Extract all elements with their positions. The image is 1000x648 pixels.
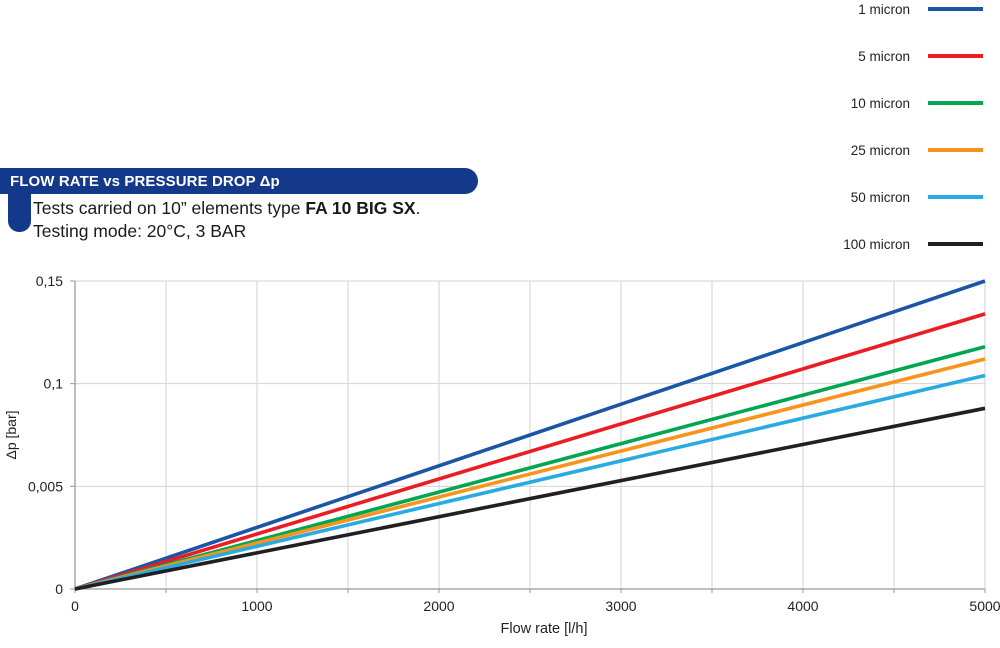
legend-line-swatch bbox=[928, 7, 983, 11]
legend-item-5-micron: 5 micron bbox=[843, 48, 983, 64]
legend-line-swatch bbox=[928, 148, 983, 152]
legend-label: 100 micron bbox=[843, 236, 910, 252]
legend-line-swatch bbox=[928, 195, 983, 199]
y-axis-title: Δp [bar] bbox=[3, 410, 19, 460]
subtitle-line-1: Tests carried on 10” elements type FA 10… bbox=[33, 198, 421, 218]
chart-subtitle: Tests carried on 10” elements type FA 10… bbox=[33, 197, 420, 243]
legend-label: 50 micron bbox=[850, 189, 910, 205]
x-axis-title: Flow rate [l/h] bbox=[500, 621, 588, 637]
legend-label: 1 micron bbox=[858, 1, 910, 17]
x-tick-label: 4000 bbox=[787, 598, 818, 614]
legend-item-100-micron: 100 micron bbox=[843, 236, 983, 252]
legend-line-swatch bbox=[928, 54, 983, 58]
legend-item-10-micron: 10 micron bbox=[843, 95, 983, 111]
series-line-25-micron bbox=[74, 357, 986, 591]
section-title: FLOW RATE vs PRESSURE DROP Δp bbox=[10, 172, 280, 190]
x-tick-label: 0 bbox=[71, 598, 79, 614]
series-line-1-micron bbox=[74, 279, 986, 591]
y-tick-label: 0,1 bbox=[44, 376, 64, 392]
subtitle-line-2: Testing mode: 20°C, 3 BAR bbox=[33, 221, 247, 241]
series-line-5-micron bbox=[74, 312, 986, 591]
x-tick-label: 1000 bbox=[241, 598, 272, 614]
x-tick-label: 5000 bbox=[969, 598, 1000, 614]
legend-label: 5 micron bbox=[858, 48, 910, 64]
legend-label: 10 micron bbox=[850, 95, 910, 111]
element-type-name: FA 10 BIG SX bbox=[305, 198, 416, 218]
legend-item-1-micron: 1 micron bbox=[843, 1, 983, 17]
y-tick-label: 0,15 bbox=[36, 273, 63, 289]
chart-legend: 1 micron 5 micron 10 micron 25 micron 50… bbox=[843, 1, 983, 252]
legend-item-25-micron: 25 micron bbox=[843, 142, 983, 158]
series-line-10-micron bbox=[74, 344, 986, 591]
series-line-100-micron bbox=[74, 406, 986, 591]
x-tick-label: 2000 bbox=[423, 598, 454, 614]
legend-item-50-micron: 50 micron bbox=[843, 189, 983, 205]
section-title-banner: FLOW RATE vs PRESSURE DROP Δp bbox=[0, 168, 478, 194]
legend-line-swatch bbox=[928, 101, 983, 105]
legend-label: 25 micron bbox=[850, 142, 910, 158]
x-tick-label: 3000 bbox=[605, 598, 636, 614]
banner-left-tab bbox=[8, 182, 31, 232]
y-tick-label: 0,005 bbox=[28, 478, 63, 494]
series-line-50-micron bbox=[74, 373, 986, 591]
legend-line-swatch bbox=[928, 242, 983, 246]
y-tick-label: 0 bbox=[55, 581, 63, 597]
